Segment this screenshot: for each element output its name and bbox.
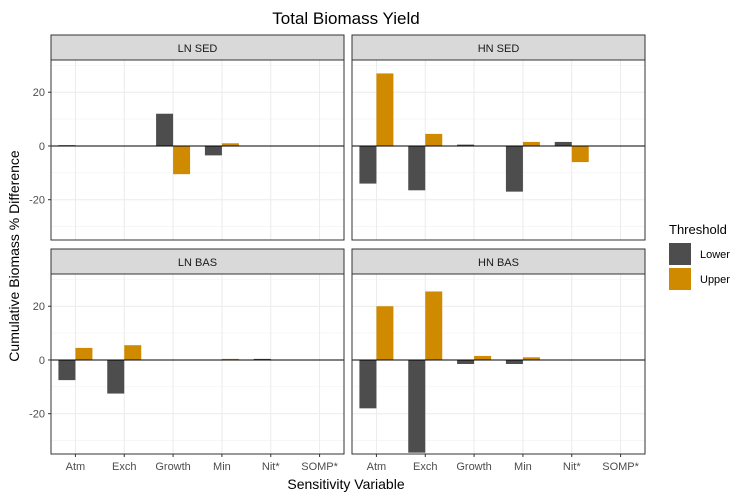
bar-upper-min [221, 143, 239, 146]
bar-upper-exch [425, 291, 443, 360]
plot-background [51, 274, 344, 454]
plot-background [51, 60, 344, 240]
x-tick-label: Min [213, 461, 231, 473]
y-tick-label: -20 [29, 195, 45, 207]
legend-label-lower: Lower [700, 249, 730, 261]
bar-upper-atm [376, 73, 394, 146]
facet-panel-ln-sed: LN SED -20 0 20 [29, 34, 345, 241]
panel-border [50, 273, 345, 455]
bar-lower-nit [253, 358, 271, 360]
x-tick-label: SOMP* [301, 461, 338, 473]
bar-lower-min [505, 359, 523, 364]
bar-lower-growth [457, 144, 475, 146]
facet-panel-hn-sed: HN SED [351, 34, 646, 241]
x-tick-label: Nit* [262, 461, 280, 473]
y-tick-label: -20 [29, 409, 45, 421]
panel-border [351, 273, 646, 455]
y-tick-label: 20 [33, 87, 45, 99]
facet-panels: LN SED -20 0 20 HN SED LN BAS -20 0 20 Atm Exch Gro… [29, 34, 646, 473]
facet-strip [351, 34, 646, 61]
bar-lower-min [505, 145, 523, 192]
bar-lower-growth [457, 359, 475, 364]
facet-label: HN SED [478, 43, 520, 55]
chart-title: Total Biomass Yield [272, 9, 419, 28]
bar-lower-atm [58, 359, 76, 381]
x-axis-title: Sensitivity Variable [287, 476, 404, 492]
facet-strip [50, 34, 345, 61]
plot-background [352, 60, 645, 240]
legend-key-lower [669, 243, 691, 265]
bar-upper-nit [571, 145, 589, 163]
y-axis-title: Cumulative Biomass % Difference [6, 150, 22, 362]
bar-upper-growth [173, 145, 191, 175]
x-tick-label: Atm [66, 461, 86, 473]
bar-upper-min [522, 141, 540, 146]
x-tick-label: Growth [456, 461, 491, 473]
panel-border [351, 59, 646, 241]
facet-strip [50, 248, 345, 275]
bar-lower-exch [408, 145, 426, 191]
facet-panel-hn-bas: HN BAS Atm Exch Growth Min Nit* SOMP* [351, 248, 646, 473]
y-tick-label: 0 [39, 355, 45, 367]
bar-upper-growth [474, 355, 492, 360]
facet-label: HN BAS [478, 257, 519, 269]
bar-upper-exch [425, 133, 443, 146]
x-tick-label: SOMP* [602, 461, 639, 473]
legend-label-upper: Upper [700, 274, 730, 286]
x-tick-label: Exch [413, 461, 437, 473]
facet-label: LN SED [178, 43, 218, 55]
bar-lower-atm [359, 359, 377, 409]
bar-lower-min [204, 145, 222, 156]
plot-background [352, 274, 645, 454]
x-tick-label: Nit* [563, 461, 581, 473]
facet-label: LN BAS [178, 257, 217, 269]
bar-upper-min [221, 358, 239, 360]
bar-lower-nit [554, 141, 572, 146]
bar-lower-atm [359, 145, 377, 184]
x-tick-label: Exch [112, 461, 136, 473]
bar-upper-atm [376, 306, 394, 360]
bar-upper-min [522, 357, 540, 360]
legend-title: Threshold [669, 222, 727, 237]
x-tick-label: Min [514, 461, 532, 473]
bar-upper-exch [124, 345, 142, 360]
x-tick-label: Growth [155, 461, 190, 473]
bar-lower-exch [408, 359, 426, 453]
bar-lower-growth [156, 113, 174, 146]
panel-border [50, 59, 345, 241]
x-tick-label: Atm [367, 461, 387, 473]
bar-upper-atm [75, 347, 93, 360]
facet-panel-ln-bas: LN BAS -20 0 20 Atm Exch Growth Min Nit* SOMP* [29, 248, 345, 473]
y-tick-label: 20 [33, 301, 45, 313]
bar-lower-exch [107, 359, 125, 394]
y-tick-label: 0 [39, 141, 45, 153]
legend: Threshold Lower Upper [669, 222, 730, 290]
legend-key-upper [669, 268, 691, 290]
